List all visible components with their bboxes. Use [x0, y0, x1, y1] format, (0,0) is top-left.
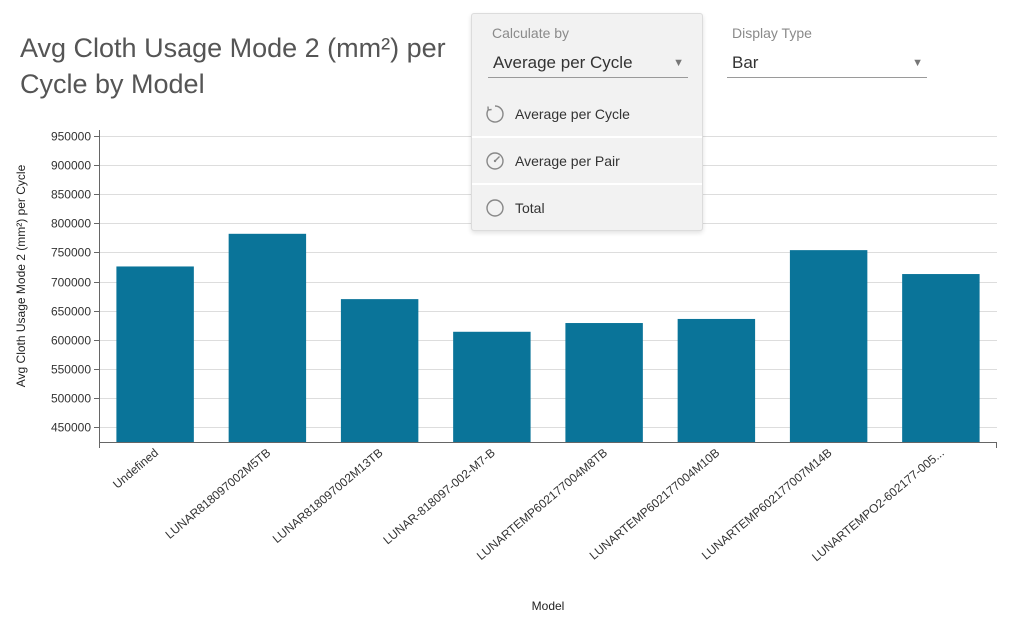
y-tick-label: 650000 [51, 305, 91, 319]
display-type-value: Bar [732, 53, 759, 72]
bar[interactable] [789, 250, 868, 442]
x-tick-label: LUNAR818097002M13TB [270, 446, 386, 546]
y-tick-label: 550000 [51, 363, 91, 377]
x-tick-label: LUNARTEMP602177007M14B [699, 446, 835, 563]
y-tick-label: 450000 [51, 421, 91, 435]
menu-item-label: Average per Cycle [515, 105, 630, 122]
y-tick-label: 950000 [51, 130, 91, 144]
y-tick-label: 750000 [51, 246, 91, 260]
y-tick-label: 700000 [51, 276, 91, 290]
chevron-down-icon: ▼ [673, 57, 684, 69]
bar[interactable] [677, 318, 756, 442]
menu-divider [472, 183, 702, 185]
menu-item-label: Total [515, 199, 545, 216]
bar[interactable] [340, 299, 419, 442]
x-tick-label: LUNAR-818097-002-M7-B [380, 446, 497, 548]
calculate-by-value: Average per Cycle [493, 53, 633, 72]
gauge-icon [486, 151, 504, 170]
bar[interactable] [453, 331, 531, 442]
bar[interactable] [228, 233, 307, 442]
y-tick-label: 600000 [51, 334, 91, 348]
refresh-icon [486, 104, 504, 123]
bar[interactable] [902, 274, 980, 442]
x-tick-label: Undefined [110, 446, 161, 492]
x-tick-label: LUNAR818097002M5TB [163, 446, 274, 542]
circle-icon [486, 198, 504, 217]
calculate-by-label: Calculate by [492, 25, 570, 41]
x-axis-title: Model [532, 599, 565, 613]
calculate-by-dropdown[interactable]: Calculate by Average per Cycle ▼ Average… [471, 13, 703, 231]
x-tick-label: LUNARTEMPO2-602177-005... [809, 446, 947, 565]
menu-item-average-per-cycle[interactable]: Average per Cycle [472, 91, 702, 136]
menu-item-total[interactable]: Total [472, 185, 702, 230]
bar[interactable] [565, 323, 643, 442]
y-tick-label: 800000 [51, 217, 91, 231]
y-tick-label: 500000 [51, 392, 91, 406]
chart-title: Avg Cloth Usage Mode 2 (mm²) per Cycle b… [20, 33, 446, 99]
display-type-select[interactable]: Bar ▼ [727, 50, 927, 78]
x-tick-label: LUNARTEMP602177004M10B [587, 446, 723, 563]
menu-item-label: Average per Pair [515, 152, 620, 169]
y-axis-title: Avg Cloth Usage Mode 2 (mm²) per Cycle [14, 164, 28, 387]
menu-item-average-per-pair[interactable]: Average per Pair [472, 138, 702, 183]
y-tick-label: 850000 [51, 188, 91, 202]
menu-divider [472, 136, 702, 138]
display-type-label: Display Type [732, 25, 812, 41]
chevron-down-icon: ▼ [912, 57, 923, 69]
x-tick-label: LUNARTEMP602177004M8TB [474, 446, 610, 563]
calculate-by-select[interactable]: Average per Cycle ▼ [488, 50, 688, 78]
y-tick-label: 900000 [51, 159, 91, 173]
bar[interactable] [116, 266, 194, 442]
